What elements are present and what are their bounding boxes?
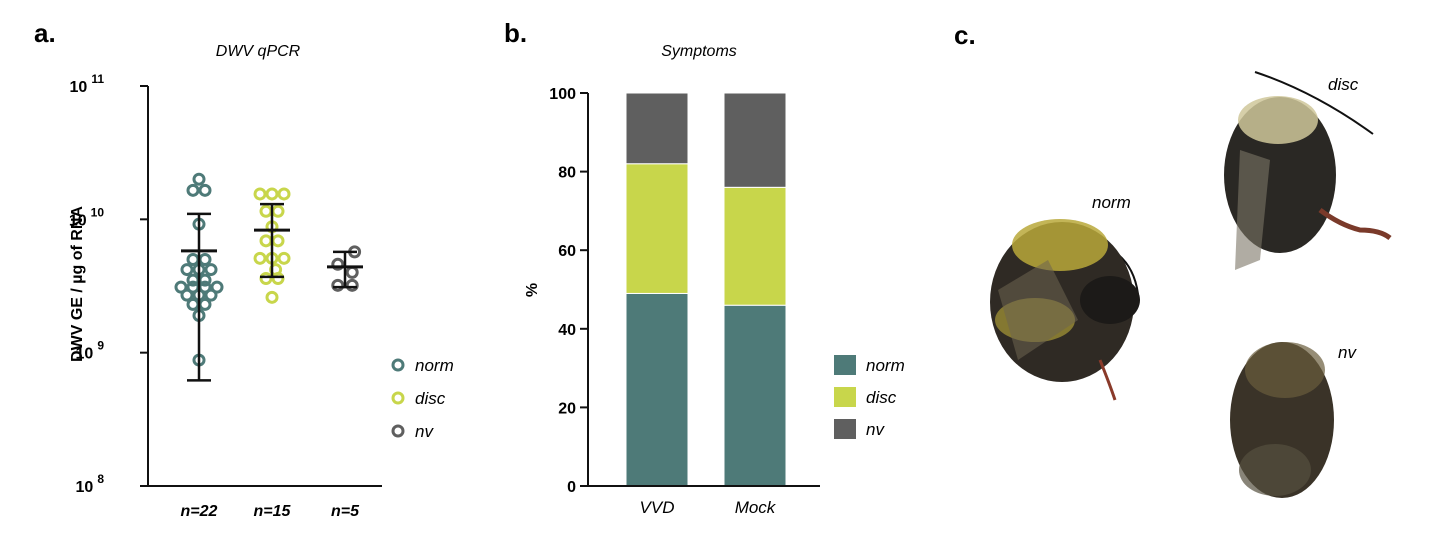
chart-a-axes: [147, 86, 382, 487]
chart-a-x-labels: n=22 n=15 n=5: [181, 503, 361, 520]
panel-a-label: a.: [34, 18, 56, 48]
chart-a-legend-label: norm: [415, 356, 454, 375]
chart-b-legend-label: disc: [866, 388, 897, 407]
chart-a-point-nv: [345, 265, 359, 279]
chart-a-point-norm: [198, 252, 212, 266]
panel-b-label: b.: [504, 18, 527, 48]
bee-photo-label-norm: norm: [1092, 193, 1131, 212]
chart-a-y-tick-label: 10 11: [70, 72, 105, 96]
chart-b-bar-segment-nv: [723, 92, 787, 188]
chart-a-point-disc: [277, 251, 291, 265]
chart-b-x-label: Mock: [735, 498, 777, 517]
chart-a-point-disc: [259, 204, 273, 218]
chart-b-axes: [587, 93, 820, 487]
chart-a-point-norm: [174, 280, 188, 294]
chart-a-error-bars: [181, 202, 363, 382]
chart-b-legend-swatch-nv: [834, 419, 856, 439]
chart-a-point-disc: [253, 251, 267, 265]
bee-photo-disc: disc: [1224, 71, 1392, 270]
chart-a-y-tick-base: 10: [69, 212, 87, 229]
chart-b-legend-swatch-disc: [834, 387, 856, 407]
chart-a-point-norm: [180, 288, 194, 302]
panel-c-label: c.: [954, 20, 976, 50]
chart-a-y-tick-base: 10: [76, 479, 94, 496]
chart-b-y-tick-label: 100: [549, 86, 576, 103]
chart-a-point-norm: [210, 280, 224, 294]
chart-b-y-axis-label: %: [524, 283, 541, 297]
chart-b-y-ticks: 0 20 40 60 80 100: [549, 86, 588, 496]
chart-a-x-label: n=22: [181, 503, 218, 520]
chart-b-legend-label: norm: [866, 356, 905, 375]
chart-a-point-norm: [186, 252, 200, 266]
chart-a-point-disc: [277, 187, 291, 201]
chart-a-point-norm: [186, 297, 200, 311]
bee-photo-label-nv: nv: [1338, 343, 1357, 362]
chart-b-x-label: VVD: [640, 498, 675, 517]
chart-a-y-tick-label: 10 8: [76, 472, 105, 496]
chart-a-y-tick-exponent: 9: [97, 339, 104, 353]
chart-a-point-disc: [271, 204, 285, 218]
chart-a-point-norm: [186, 183, 200, 197]
chart-b-legend-swatch-norm: [834, 355, 856, 375]
chart-a-y-tick-base: 10: [76, 346, 94, 363]
chart-a-point-nv: [331, 257, 345, 271]
chart-b-title: Symptoms: [661, 43, 737, 60]
chart-a-point-disc: [259, 234, 273, 248]
chart-a-legend-marker-norm: [391, 358, 405, 372]
chart-a-y-tick-label: 10 9: [76, 339, 105, 363]
panel-c-bee-photographs: c. norm disc nv: [954, 20, 1392, 498]
chart-a-legend-marker-disc: [391, 391, 405, 405]
chart-a-point-norm: [198, 297, 212, 311]
chart-a-legend: norm disc nv: [391, 356, 454, 441]
chart-a-legend-label: disc: [415, 389, 446, 408]
panel-b-stacked-bar-chart: b. Symptoms % 0 20 40 60 80 100 VVD Mock norm d…: [504, 18, 905, 517]
chart-a-point-disc: [265, 187, 279, 201]
chart-a-point-norm: [192, 172, 206, 186]
chart-b-y-tick-label: 60: [558, 243, 576, 260]
chart-a-title: DWV qPCR: [216, 43, 301, 60]
chart-a-point-norm: [204, 288, 218, 302]
chart-a-point-nv: [345, 278, 359, 292]
chart-b-legend: norm disc nv: [834, 355, 905, 439]
chart-b-legend-label: nv: [866, 420, 885, 439]
chart-a-point-norm: [180, 263, 194, 277]
chart-a-point-disc: [259, 271, 273, 285]
chart-a-point-nv: [331, 278, 345, 292]
chart-a-points: [174, 172, 362, 367]
chart-b-bar-segment-disc: [625, 163, 689, 294]
chart-a-y-tick-base: 10: [70, 79, 88, 96]
chart-b-bars: [625, 92, 787, 487]
chart-a-point-disc: [271, 234, 285, 248]
bee-photo-norm: norm: [990, 193, 1140, 401]
chart-b-bar-segment-norm: [723, 304, 787, 487]
chart-b-bar-segment-disc: [723, 186, 787, 306]
chart-b-x-labels: VVD Mock: [640, 498, 777, 517]
chart-a-point-norm: [198, 183, 212, 197]
chart-a-legend-marker-nv: [391, 424, 405, 438]
chart-a-y-tick-label: 10 10: [69, 205, 104, 229]
chart-a-point-norm: [204, 263, 218, 277]
chart-a-y-axis-label: DWV GE / µg of RNA: [69, 206, 86, 362]
chart-a-x-label: n=15: [254, 503, 292, 520]
bee-photo-label-disc: disc: [1328, 75, 1359, 94]
bee-photo-nv: nv: [1230, 342, 1357, 498]
chart-a-point-disc: [253, 187, 267, 201]
chart-b-bar-segment-norm: [625, 292, 689, 487]
chart-b-y-tick-label: 80: [558, 165, 576, 182]
chart-b-bar-segment-nv: [625, 92, 689, 165]
chart-a-y-tick-exponent: 10: [91, 205, 105, 219]
chart-a-legend-label: nv: [415, 422, 434, 441]
chart-b-y-tick-label: 40: [558, 322, 576, 339]
chart-a-x-label: n=5: [331, 503, 360, 520]
chart-a-point-disc: [265, 290, 279, 304]
chart-a-y-tick-exponent: 8: [97, 472, 104, 486]
chart-b-y-tick-label: 20: [558, 400, 576, 417]
chart-b-y-tick-label: 0: [567, 479, 576, 496]
chart-a-point-disc: [269, 263, 283, 277]
chart-a-y-tick-exponent: 11: [91, 72, 104, 86]
